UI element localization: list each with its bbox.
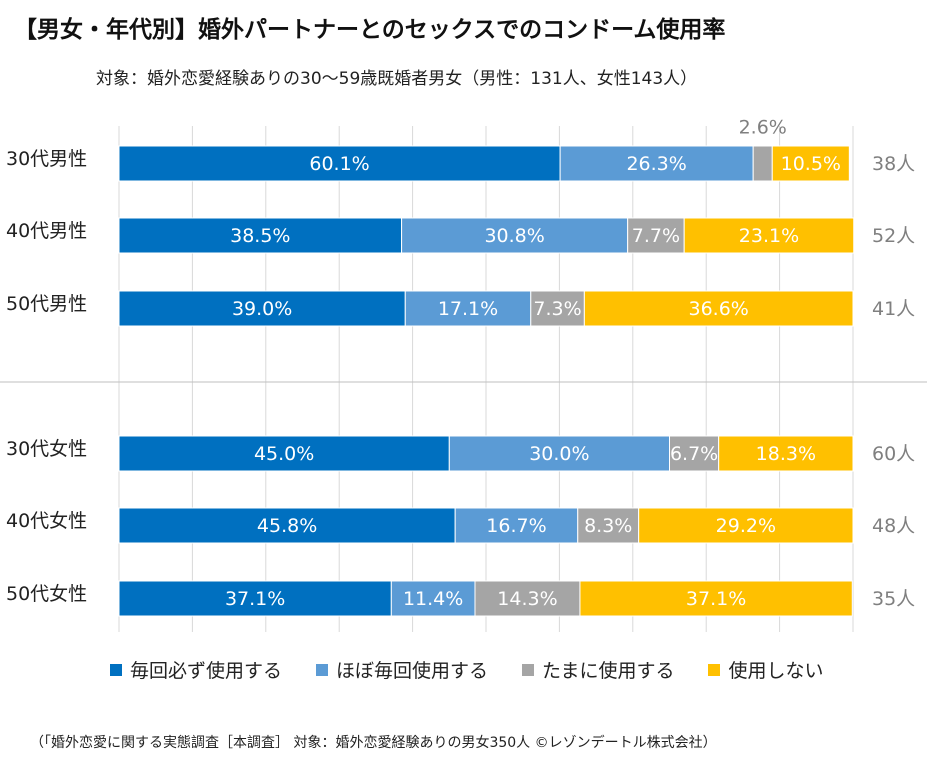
bar-segment-almost (454, 507, 579, 544)
bar-segment-never (583, 290, 854, 327)
legend-label: ほぼ毎回使用する (336, 660, 489, 682)
data-label: 14.3% (497, 588, 557, 610)
bar-segment-almost (390, 580, 476, 617)
legend-swatch (522, 663, 535, 676)
data-label: 45.8% (257, 515, 317, 537)
data-label: 30.8% (484, 225, 544, 247)
data-label: 30.0% (529, 443, 589, 465)
data-label: 23.1% (739, 225, 799, 247)
data-label: 26.3% (626, 153, 686, 175)
category-label: 50代女性 (6, 583, 87, 605)
legend-swatch (316, 663, 329, 676)
legend-item-every-time: 毎回必ず使用する (110, 656, 282, 683)
legend: 毎回必ず使用する ほぼ毎回使用する たまに使用する 使用しない (110, 656, 910, 683)
data-label: 60.1% (309, 153, 369, 175)
bar-segment-never (579, 580, 853, 617)
data-label: 37.1% (225, 588, 285, 610)
bar-segment-almost (401, 217, 629, 254)
legend-swatch (708, 663, 721, 676)
respondent-count: 41人 (872, 298, 915, 320)
bar-segment-sometimes (752, 145, 773, 182)
data-label: 8.3% (584, 515, 632, 537)
data-label: 29.2% (716, 515, 776, 537)
data-label: 45.0% (254, 443, 314, 465)
category-label: 50代男性 (6, 293, 87, 315)
legend-label: たまに使用する (542, 660, 675, 682)
data-label: 36.6% (688, 298, 748, 320)
legend-item-never: 使用しない (708, 656, 823, 683)
data-label: 2.6% (739, 117, 787, 139)
bar-segment-sometimes (577, 507, 640, 544)
bar-segment-never (683, 217, 855, 254)
legend-item-almost-every: ほぼ毎回使用する (316, 656, 488, 683)
bar-segment-sometimes (530, 290, 585, 327)
data-label: 11.4% (403, 588, 463, 610)
source-note: （「婚外恋愛に関する実態調査［本調査］ 対象：婚外恋愛経験ありの男女350人 ©… (30, 735, 717, 751)
bar-segment-every (118, 580, 392, 617)
respondent-count: 38人 (872, 153, 915, 175)
data-label: 17.1% (438, 298, 498, 320)
data-label: 39.0% (232, 298, 292, 320)
data-label: 7.7% (632, 225, 680, 247)
bar-segment-every (118, 435, 450, 472)
data-label: 18.3% (756, 443, 816, 465)
category-label: 30代男性 (6, 148, 87, 170)
bar-segment-sometimes (474, 580, 581, 617)
legend-label: 使用しない (728, 660, 824, 682)
respondent-count: 35人 (872, 588, 915, 610)
bar-segment-never (718, 435, 854, 472)
bar-segment-almost (448, 435, 670, 472)
legend-label: 毎回必ず使用する (130, 660, 283, 682)
category-label: 40代女性 (6, 510, 87, 532)
respondent-count: 60人 (872, 443, 915, 465)
data-label: 38.5% (230, 225, 290, 247)
bar-segment-never (638, 507, 854, 544)
respondent-count: 48人 (872, 515, 915, 537)
data-label: 7.3% (533, 298, 581, 320)
legend-swatch (110, 663, 122, 676)
data-label: 10.5% (781, 153, 841, 175)
category-label: 40代男性 (6, 220, 87, 242)
bar-segment-never (771, 145, 850, 182)
data-label: 16.7% (486, 515, 546, 537)
respondent-count: 52人 (872, 225, 915, 247)
chart-subtitle: 対象：婚外恋愛経験ありの30～59歳既婚者男女（男性：131人、女性143人） (96, 69, 698, 89)
category-label: 30代女性 (6, 438, 87, 460)
bar-segment-every (118, 217, 403, 254)
bar-segment-sometimes (669, 435, 720, 472)
bar-segment-sometimes (627, 217, 685, 254)
chart-title: 【男女・年代別】婚外パートナーとのセックスでのコンドーム使用率 (14, 17, 726, 43)
stacked-bar-chart: 30代男性 60.1% 26.3% 2.6% 10.5% 38人 40代男性 38.5% 30.… (0, 117, 927, 632)
bar-segment-every (118, 507, 456, 544)
data-label: 37.1% (686, 588, 746, 610)
bar-segment-almost (404, 290, 532, 327)
data-label: 6.7% (670, 443, 718, 465)
legend-item-sometimes: たまに使用する (522, 656, 674, 683)
